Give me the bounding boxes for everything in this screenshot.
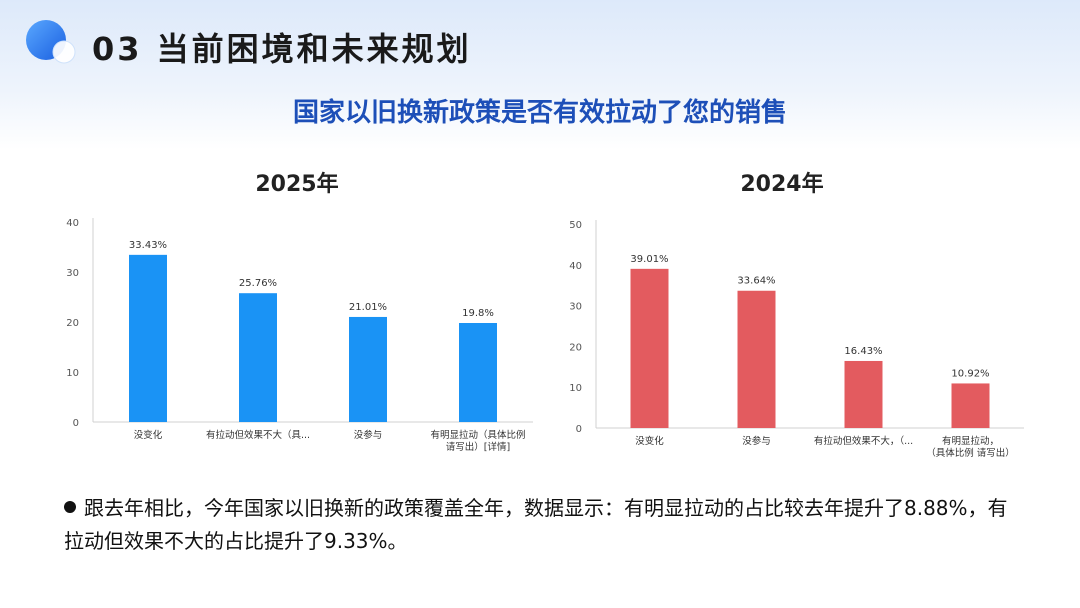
- bar-value-label: 19.8%: [462, 308, 494, 319]
- bar-chart-2025: 0 10 20 30 40 33.43% 没变化 25.76% 有拉动但效果不大（具... 21.…: [66, 218, 533, 453]
- bar-chart-2024: 0 10 20 30 40 50 39.01% 没变化 33.64% 没参与 16.43% 有拉动但效…: [569, 220, 1024, 459]
- x-tick-label: 有明显拉动（具体比例: [430, 429, 525, 441]
- summary-paragraph: 跟去年相比，今年国家以旧换新的政策覆盖全年，数据显示：有明显拉动的占比较去年提升…: [64, 492, 1024, 558]
- y-tick-label: 30: [569, 302, 582, 313]
- chart-title-2025: 2025年: [255, 172, 339, 197]
- summary-text: 跟去年相比，今年国家以旧换新的政策覆盖全年，数据显示：有明显拉动的占比较去年提升…: [64, 496, 1008, 553]
- x-tick-label: 有拉动但效果不大（具...: [206, 429, 310, 441]
- x-tick-label: （具体比例 请写出）: [926, 447, 1015, 459]
- y-tick-label: 20: [66, 318, 79, 329]
- y-tick-label: 20: [569, 342, 582, 353]
- bar-value-label: 33.43%: [129, 240, 167, 251]
- x-tick-label: 没参与: [742, 435, 771, 447]
- x-tick-label: 请写出）[详情]: [446, 441, 510, 453]
- x-tick-label: 没参与: [354, 429, 383, 441]
- x-tick-label: 有拉动但效果不大，（...: [814, 435, 913, 447]
- bar: [737, 290, 776, 428]
- bar: [459, 323, 497, 422]
- chart-title-2024: 2024年: [740, 172, 824, 197]
- bar: [844, 360, 883, 428]
- x-tick-label: 没变化: [635, 435, 664, 447]
- y-tick-label: 50: [569, 220, 582, 231]
- bullet-icon: [64, 501, 76, 513]
- bar-value-label: 25.76%: [239, 278, 277, 289]
- bar-value-label: 39.01%: [630, 254, 668, 265]
- section-title: 03 当前困境和未来规划: [92, 30, 472, 68]
- bar: [129, 254, 167, 422]
- bar-value-label: 10.92%: [951, 368, 989, 379]
- bar: [349, 316, 387, 422]
- page-subtitle: 国家以旧换新政策是否有效拉动了您的销售: [292, 98, 787, 128]
- y-tick-label: 10: [569, 383, 582, 394]
- bar-value-label: 33.64%: [737, 276, 775, 287]
- y-tick-label: 30: [66, 268, 79, 279]
- header-circles-icon: [26, 20, 76, 64]
- bar: [239, 293, 277, 422]
- y-tick-label: 0: [73, 418, 79, 429]
- bar-value-label: 21.01%: [349, 302, 387, 313]
- y-tick-label: 0: [576, 424, 582, 435]
- bar: [951, 383, 990, 428]
- y-tick-label: 40: [569, 261, 582, 272]
- y-tick-label: 10: [66, 368, 79, 379]
- y-tick-label: 40: [66, 218, 79, 229]
- bar: [630, 268, 669, 428]
- x-tick-label: 没变化: [134, 429, 163, 441]
- x-tick-label: 有明显拉动，: [942, 435, 999, 447]
- bar-value-label: 16.43%: [844, 346, 882, 357]
